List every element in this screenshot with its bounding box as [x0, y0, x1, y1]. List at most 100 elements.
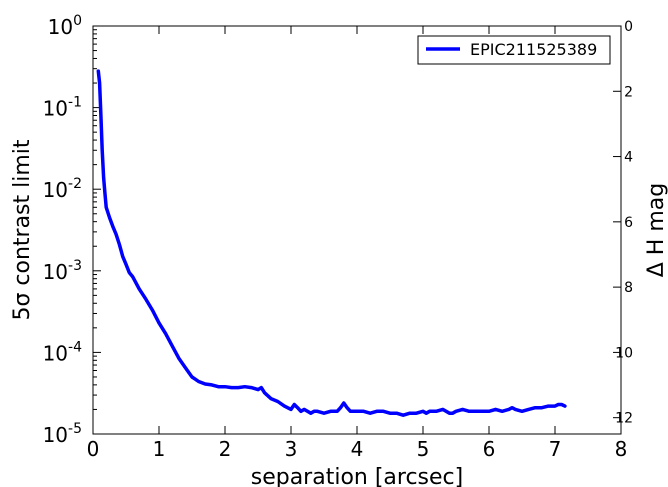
data-point: [475, 410, 477, 413]
data-point: [250, 386, 253, 389]
series-layer: [96, 69, 567, 417]
data-point: [494, 408, 497, 411]
y2-tick-label: 0: [624, 19, 633, 35]
data-point: [151, 309, 154, 311]
data-point: [362, 410, 365, 413]
plot-frame: [92, 25, 622, 435]
y-tick-label: 10-1: [43, 95, 82, 121]
x-tick-label: 1: [153, 437, 166, 461]
data-point: [194, 378, 197, 381]
data-point: [263, 392, 266, 394]
y-tick-label: 10-4: [43, 339, 83, 365]
data-point: [395, 412, 398, 415]
data-point: [527, 408, 530, 411]
y2-axis-title: Δ H mag: [644, 183, 668, 277]
data-point: [521, 410, 523, 413]
data-point: [415, 412, 418, 415]
data-point: [468, 410, 471, 413]
y-axis-ticks: 100 10-1 10-2 10-3 10-4 10-5: [43, 13, 101, 447]
y2-tick-label: 10: [615, 345, 633, 361]
data-point: [204, 383, 206, 385]
data-point: [448, 412, 451, 415]
data-point: [402, 414, 405, 417]
data-point: [260, 386, 263, 389]
data-point: [501, 410, 504, 413]
data-point: [105, 206, 107, 209]
data-point: [300, 410, 302, 413]
data-point: [461, 408, 464, 411]
data-point: [283, 405, 286, 407]
data-point: [451, 412, 454, 415]
data-point: [389, 412, 391, 415]
data-point: [125, 263, 127, 266]
data-point: [102, 176, 105, 179]
data-point: [481, 410, 484, 413]
y2-axis-ticks: 0 2 4 6 8 10 12: [613, 19, 633, 427]
series-line-0: [96, 69, 567, 417]
data-point: [171, 345, 173, 347]
data-point: [197, 380, 200, 383]
data-point: [346, 406, 348, 409]
data-point: [224, 385, 226, 388]
y-tick-label: 10-2: [43, 176, 82, 202]
data-point: [488, 410, 490, 413]
data-point: [257, 388, 259, 391]
y2-tick-label: 6: [624, 215, 633, 231]
data-point: [290, 408, 292, 411]
y-tick-label: 10-5: [43, 421, 82, 447]
data-point: [230, 386, 233, 389]
data-point: [382, 410, 385, 413]
data-point: [115, 233, 117, 236]
x-axis-title: separation [arcsec]: [251, 465, 464, 487]
data-point: [534, 406, 536, 409]
data-point: [310, 412, 312, 415]
data-point: [323, 412, 325, 415]
data-point: [296, 406, 299, 409]
data-point: [145, 298, 147, 300]
data-point: [554, 405, 556, 407]
data-point: [108, 216, 111, 219]
data-point: [514, 408, 517, 411]
data-point: [237, 386, 239, 389]
x-tick-label: 5: [417, 437, 430, 461]
y2-tick-label: 12: [615, 411, 633, 427]
data-point: [339, 406, 342, 409]
data-point: [356, 410, 358, 413]
data-point: [425, 412, 428, 415]
data-point: [349, 410, 352, 413]
data-point: [191, 376, 193, 378]
data-point: [277, 400, 279, 403]
data-point: [184, 366, 187, 369]
x-tick-label: 7: [549, 437, 562, 461]
x-tick-label: 0: [87, 437, 100, 461]
data-point: [138, 288, 140, 290]
data-point: [128, 271, 131, 274]
data-point: [293, 403, 296, 406]
data-point: [121, 255, 124, 258]
data-point: [211, 384, 213, 386]
legend: EPIC211525389: [417, 35, 611, 65]
data-point: [369, 412, 372, 415]
data-point: [158, 322, 160, 324]
data-point: [329, 410, 332, 413]
data-point: [270, 398, 273, 400]
y2-tick-label: 2: [624, 84, 633, 100]
data-point: [508, 408, 510, 411]
x-tick-label: 3: [285, 437, 298, 461]
y2-tick-label: 4: [624, 150, 633, 166]
data-point: [336, 410, 339, 413]
x-tick-label: 6: [483, 437, 496, 461]
data-point: [428, 410, 431, 413]
y2-tick-label: 8: [624, 280, 633, 296]
data-point: [376, 410, 378, 413]
data-point: [178, 357, 180, 360]
x-axis-ticks: 0 1 2 3 4 5 6 7 8: [87, 26, 627, 461]
data-point: [303, 408, 306, 411]
data-point: [104, 192, 106, 194]
data-point: [455, 410, 457, 413]
data-point: [343, 402, 345, 404]
data-point: [253, 387, 256, 390]
x-tick-label: 4: [351, 437, 364, 461]
x-tick-label: 2: [219, 437, 232, 461]
